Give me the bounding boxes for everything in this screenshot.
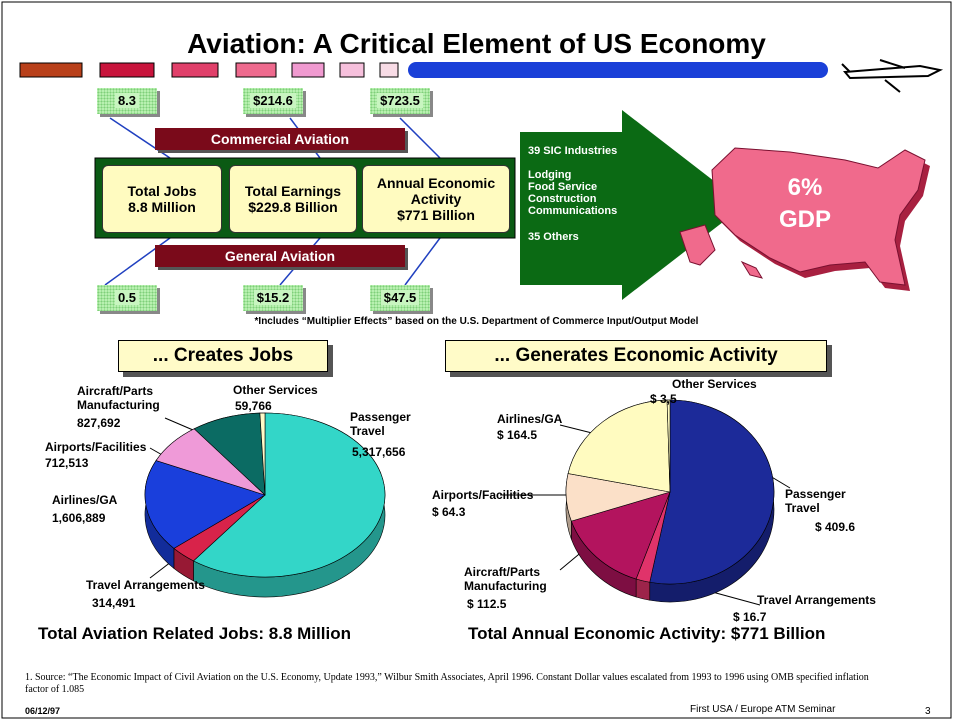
- footer-date: 06/12/97: [25, 706, 61, 716]
- gdp-label: 6% GDP: [778, 174, 831, 233]
- pie-slice: [259, 412, 266, 496]
- commercial-value: $723.5: [370, 88, 430, 114]
- footnote: *Includes “Multiplier Effects” based on …: [254, 316, 699, 327]
- slice-label: Aircraft/Parts Manufacturing: [77, 384, 160, 412]
- footer-org: First USA / Europe ATM Seminar: [690, 704, 836, 715]
- pie-caption: Total Annual Economic Activity: $771 Bil…: [468, 624, 826, 643]
- slice-value: 827,692: [77, 416, 121, 430]
- slice-label: Airports/Facilities: [432, 488, 534, 502]
- decor-bars: [19, 62, 828, 78]
- pie-slice: [666, 399, 671, 493]
- slice-value: 59,766: [235, 399, 272, 413]
- slice-label: Aircraft/Parts Manufacturing: [464, 565, 547, 593]
- slice-value: 314,491: [92, 596, 136, 610]
- slice-value: $ 112.5: [467, 597, 507, 611]
- industry-arrow: [520, 110, 745, 300]
- page-number: 3: [925, 706, 931, 717]
- slice-label: Airlines/GA: [497, 412, 563, 426]
- slice-value: $ 3,5: [650, 392, 677, 406]
- pie-slice: [192, 412, 386, 578]
- pie-slice: [144, 460, 266, 549]
- general-value: $15.2: [243, 285, 303, 311]
- commercial-bar: Commercial Aviation: [155, 128, 405, 150]
- pie-title: ... Creates Jobs: [118, 340, 328, 372]
- summary-box: Total Jobs 8.8 Million: [102, 165, 222, 233]
- slice-label: Travel Arrangements: [757, 593, 876, 607]
- pie-slice: [649, 399, 775, 585]
- slice-value: $ 164.5: [497, 428, 538, 442]
- slice-label: Travel Arrangements: [86, 578, 205, 592]
- arrow-text: 39 SIC Industries Lodging Food Service Con…: [528, 145, 618, 243]
- commercial-value: 8.3: [97, 88, 157, 114]
- us-map: [679, 147, 930, 291]
- general-bar: General Aviation: [155, 245, 405, 267]
- pie-slice: [567, 399, 671, 493]
- slice-value: 5,317,656: [352, 445, 406, 459]
- slice-value: 712,513: [45, 456, 89, 470]
- slice-label: Airports/Facilities: [45, 440, 147, 454]
- slice-value: $ 16.7: [733, 610, 767, 624]
- slide-title: Aviation: A Critical Element of US Econo…: [187, 28, 766, 59]
- commercial-value: $214.6: [243, 88, 303, 114]
- source-note: 1. Source: “The Economic Impact of Civil…: [25, 672, 869, 695]
- summary-box: Total Earnings $229.8 Billion: [229, 165, 357, 233]
- slice-value: 1,606,889: [52, 511, 106, 525]
- slice-value: $ 64.3: [432, 505, 466, 519]
- pie-slice: [570, 491, 671, 580]
- pie-title: ... Generates Economic Activity: [445, 340, 827, 372]
- slice-label: Other Services: [672, 377, 757, 391]
- general-value: $47.5: [370, 285, 430, 311]
- summary-box: Annual Economic Activity $771 Billion: [362, 165, 510, 233]
- airplane-icon: [841, 59, 944, 93]
- slice-label: Passenger Travel: [785, 487, 846, 515]
- pie-caption: Total Aviation Related Jobs: 8.8 Million: [38, 624, 351, 643]
- slice-label: Passenger Travel: [350, 410, 411, 438]
- slice-label: Other Services: [233, 383, 318, 397]
- general-value: 0.5: [97, 285, 157, 311]
- pies: [144, 399, 775, 603]
- slice-label: Airlines/GA: [52, 493, 118, 507]
- slice-value: $ 409.6: [815, 520, 856, 534]
